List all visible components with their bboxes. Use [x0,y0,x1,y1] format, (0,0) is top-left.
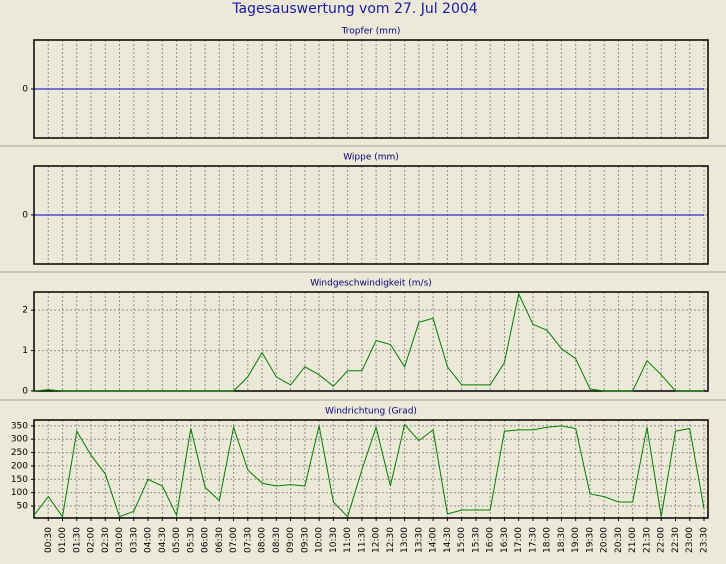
x-tick-label: 04:00 [144,527,154,553]
x-tick-label: 12:30 [386,527,396,553]
y-tick-label: 250 [11,448,28,458]
x-tick-label: 13:30 [414,527,424,553]
x-tick-label: 23:00 [685,527,695,553]
x-tick-label: 15:00 [457,527,467,553]
x-tick-label: 23:30 [700,527,710,553]
y-tick-label: 0 [22,85,28,95]
x-tick-label: 13:00 [400,527,410,553]
x-tick-label: 06:30 [215,527,225,553]
x-tick-label: 16:00 [486,527,496,553]
plot-frame [33,291,709,392]
x-tick-label: 19:00 [571,527,581,553]
plot-area [34,420,708,518]
x-tick-label: 00:30 [44,527,54,553]
x-tick-label: 07:00 [229,527,239,553]
x-tick-label: 14:00 [429,527,439,553]
x-tick-label: 15:30 [471,527,481,553]
x-tick-label: 17:30 [528,527,538,553]
x-tick-label: 02:30 [101,527,111,553]
x-tick-label: 22:00 [657,527,667,553]
x-tick-label: 02:00 [87,527,97,553]
x-tick-label: 01:00 [58,527,68,553]
x-tick-label: 22:30 [671,527,681,553]
x-tick-label: 08:30 [272,527,282,553]
x-tick-label: 19:30 [585,527,595,553]
chart-title: Tropfer (mm) [341,27,401,37]
x-tick-label: 08:00 [258,527,268,553]
data-line [33,292,704,392]
chart-title: Wippe (mm) [343,153,399,163]
y-tick-label: 50 [17,501,29,511]
x-tick-label: 01:30 [72,527,82,553]
x-tick-label: 21:30 [642,527,652,553]
x-tick-label: 07:30 [243,527,253,553]
y-tick-label: 0 [22,211,28,221]
x-tick-label: 14:30 [443,527,453,553]
x-tick-label: 18:30 [557,527,567,553]
chart-title: Windrichtung (Grad) [325,407,417,417]
x-tick-label: 17:00 [514,527,524,553]
x-tick-label: 16:30 [500,527,510,553]
plot-area [34,292,708,391]
x-tick-label: 20:00 [600,527,610,553]
x-tick-label: 06:00 [201,527,211,553]
y-tick-label: 300 [11,435,28,445]
x-tick-label: 09:00 [286,527,296,553]
y-tick-label: 350 [11,421,28,431]
x-tick-label: 04:30 [158,527,168,553]
x-tick-label: 10:00 [315,527,325,553]
y-tick-label: 0 [22,387,28,397]
x-tick-label: 03:00 [115,527,125,553]
x-tick-label: 05:30 [186,527,196,553]
page-title: Tagesauswertung vom 27. Jul 2004 [231,1,477,17]
x-tick-label: 05:00 [172,527,182,553]
x-tick-label: 03:30 [129,527,139,553]
y-tick-label: 200 [11,461,28,471]
y-tick-label: 2 [22,306,28,316]
x-tick-label: 11:30 [357,527,367,553]
x-tick-label: 21:00 [628,527,638,553]
y-tick-label: 1 [22,346,28,356]
x-tick-label: 09:30 [300,527,310,553]
x-tick-label: 18:00 [543,527,553,553]
y-tick-label: 100 [11,488,28,498]
x-tick-label: 10:30 [329,527,339,553]
x-tick-label: 12:00 [372,527,382,553]
chart-title: Windgeschwindigkeit (m/s) [310,279,432,289]
data-line [33,423,705,518]
x-tick-label: 11:00 [343,527,353,553]
plot-frame [33,419,709,519]
y-tick-label: 150 [11,475,28,485]
x-tick-label: 20:30 [614,527,624,553]
